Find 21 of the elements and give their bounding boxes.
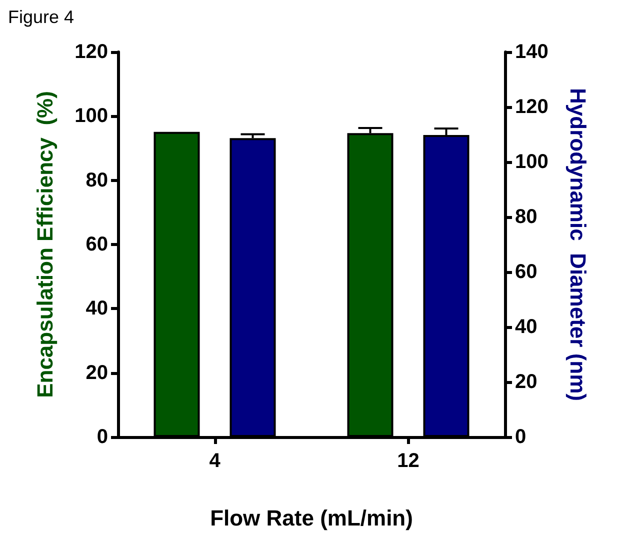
caption: Figure 4	[8, 7, 74, 27]
y-axis-title: Encapsulation Efficiency (%)	[32, 91, 58, 398]
y-tick-label: 20	[86, 362, 108, 384]
y2-tick-label: 40	[515, 316, 538, 338]
y2-tick-label: 120	[515, 96, 548, 118]
x-tick-label: 12	[397, 450, 420, 472]
y2-tick-label: 100	[515, 151, 548, 173]
y2-axis-title: Hydrodynamic Diameter (nm)	[566, 88, 590, 401]
y-tick-label: 80	[86, 169, 108, 192]
y-tick-label: 40	[86, 298, 108, 320]
y2-tick-label: 20	[515, 371, 538, 393]
y-tick-label: 120	[74, 41, 108, 63]
y-tick-label: 100	[74, 105, 108, 128]
x-axis-title: Flow Rate (mL/min)	[210, 506, 413, 530]
y2-tick-label: 80	[515, 206, 538, 228]
y2-tick-label: 0	[515, 426, 526, 448]
x-tick-label: 4	[209, 450, 222, 472]
y-tick-label: 0	[96, 426, 108, 448]
y2-tick-label: 140	[515, 41, 548, 63]
y-tick-label: 60	[86, 234, 108, 256]
y2-tick-label: 60	[515, 261, 538, 283]
